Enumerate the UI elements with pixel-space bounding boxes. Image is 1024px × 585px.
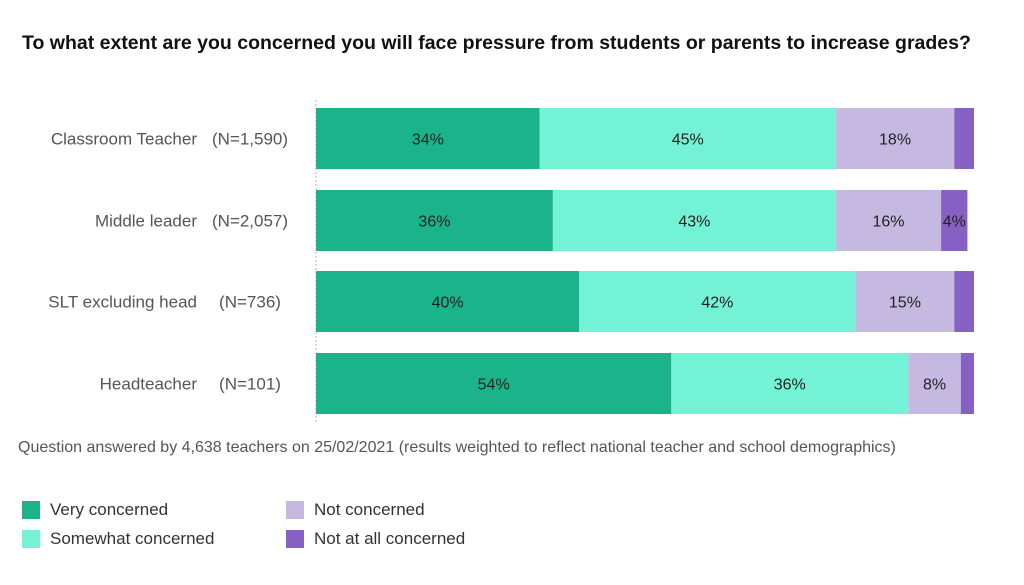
category-n-label: (N=1,590) [212, 130, 288, 149]
bar-segment [316, 108, 540, 169]
bar-segment [316, 353, 672, 414]
data-label: 16% [872, 214, 904, 231]
data-label: 43% [678, 214, 710, 231]
bar-segment [941, 190, 968, 251]
legend-swatch-very-concerned [22, 501, 40, 519]
legend-item-somewhat-concerned: Somewhat concerned [22, 529, 214, 549]
legend-swatch-not-at-all-concerned [286, 530, 304, 548]
bar-segment [316, 190, 553, 251]
category-label: Headteacher [100, 375, 198, 394]
chart-footnote: Question answered by 4,638 teachers on 2… [18, 439, 896, 456]
data-label: 40% [432, 295, 464, 312]
data-label: 34% [412, 132, 444, 149]
chart-title: To what extent are you concerned you wil… [22, 32, 971, 54]
bar-segment [908, 353, 961, 414]
stacked-bar-chart: Classroom Teacher (N=1,590) 34% 45% 18% Middl… [48, 100, 974, 422]
category-label: SLT excluding head [48, 293, 197, 312]
bar-segment [855, 271, 955, 332]
category-n-label: (N=2,057) [212, 212, 288, 231]
legend-swatch-not-concerned [286, 501, 304, 519]
data-label: 42% [701, 295, 733, 312]
data-label: 45% [672, 132, 704, 149]
legend-item-not-at-all-concerned: Not at all concerned [286, 529, 465, 549]
bar-segment [671, 353, 909, 414]
bar-segment [579, 271, 856, 332]
bar-segment [552, 190, 836, 251]
bar-segment [960, 353, 974, 414]
category-n-label: (N=736) [219, 293, 281, 312]
data-label: 36% [418, 214, 450, 231]
data-label: 15% [889, 295, 921, 312]
legend-label-not-at-all-concerned: Not at all concerned [314, 529, 466, 548]
category-label: Middle leader [95, 212, 197, 231]
bar-segment [954, 108, 974, 169]
bar-segment [316, 271, 580, 332]
data-label: 36% [774, 377, 806, 394]
bar-segment [835, 108, 955, 169]
data-label: 18% [879, 132, 911, 149]
data-label: 4% [943, 214, 966, 231]
legend-item-very-concerned: Very concerned [22, 500, 168, 520]
legend-item-not-concerned: Not concerned [286, 500, 425, 520]
data-label: 8% [923, 377, 946, 394]
bar-segment [954, 271, 974, 332]
legend-label-very-concerned: Very concerned [50, 500, 169, 519]
category-n-label: (N=101) [219, 375, 281, 394]
legend-label-not-concerned: Not concerned [314, 500, 425, 519]
bar-segment [835, 190, 942, 251]
bar-segment [539, 108, 836, 169]
data-label: 54% [478, 377, 510, 394]
legend-swatch-somewhat-concerned [22, 530, 40, 548]
legend-label-somewhat-concerned: Somewhat concerned [50, 529, 215, 548]
category-label: Classroom Teacher [51, 130, 197, 149]
